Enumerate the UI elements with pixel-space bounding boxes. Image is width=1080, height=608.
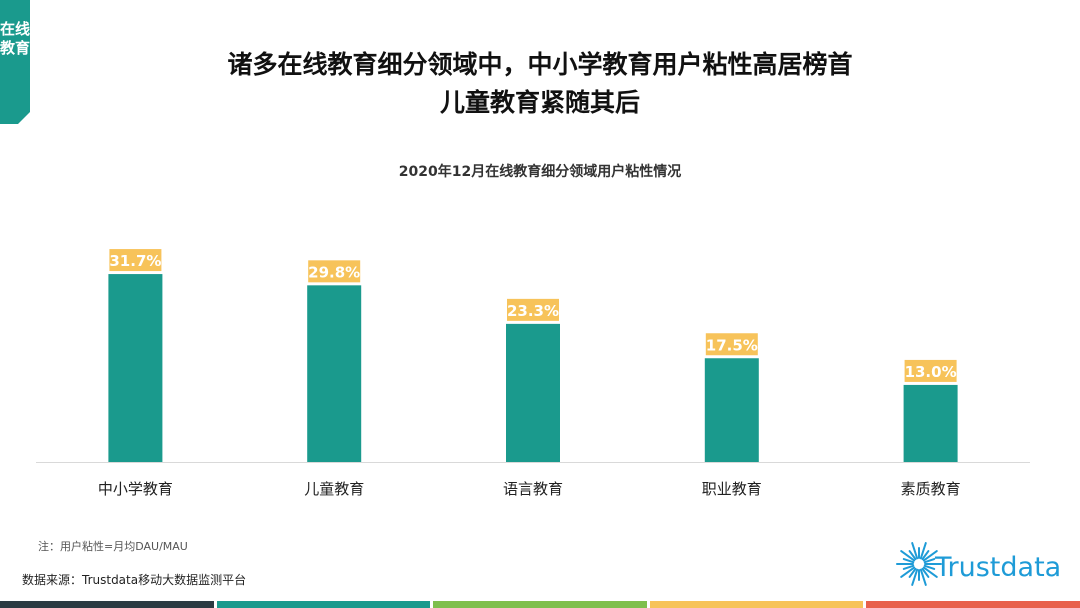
bar-1 [307,285,362,462]
data-label-2: 23.3% [507,302,559,320]
trustdata-logo: Trustdata [893,536,1073,594]
section-tag-label: 在线教育 [0,20,31,57]
data-label-1: 29.8% [308,263,360,281]
bottom-bar-segment-3 [649,601,864,608]
bottom-bar-segment-0 [0,601,214,608]
bar-chart: 31.7% 中小学教育 29.8% 儿童教育 23.3% 语言教育 17.5% 职业教育 13.… [36,249,1030,498]
data-source: 数据来源：Trustdata移动大数据监测平台 [22,573,247,587]
page-title: 诸多在线教育细分领域中，中小学教育用户粘性高居榜首 儿童教育紧随其后 [0,46,1080,122]
category-label-1: 儿童教育 [304,480,364,498]
data-label-3: 17.5% [706,336,758,354]
bar-0 [108,274,163,462]
data-label-bg-4 [904,359,957,382]
section-tag: 在线教育 [0,0,42,124]
chart-title: 2020年12月在线教育细分领域用户粘性情况 [398,164,682,180]
section-tag-shape [0,0,30,124]
bottom-bar-segment-2 [433,601,647,608]
data-label-bg-3 [705,333,758,356]
bottom-bar-segment-1 [216,601,431,608]
data-label-bg-2 [507,298,559,321]
category-label-4: 素质教育 [901,480,961,498]
bar-2 [506,323,560,462]
bar-3 [704,358,759,462]
data-label-bg-1 [308,260,361,283]
category-label-2: 语言教育 [503,480,563,498]
page-title-line1: 诸多在线教育细分领域中，中小学教育用户粘性高居榜首 [227,50,853,79]
logo-text: Trustdata [935,552,1062,583]
bottom-bar-segment-4 [866,601,1080,608]
page-title-line2: 儿童教育紧随其后 [439,88,640,117]
bottom-color-bar [0,601,1080,608]
data-label-bg-0 [109,249,162,272]
footnote: 注：用户粘性=月均DAU/MAU [38,540,188,553]
bar-4 [903,384,958,462]
category-label-0: 中小学教育 [98,480,173,498]
data-label-4: 13.0% [905,363,957,381]
logo-burst-icon [896,542,942,586]
category-label-3: 职业教育 [702,480,762,498]
data-label-0: 31.7% [109,252,161,270]
